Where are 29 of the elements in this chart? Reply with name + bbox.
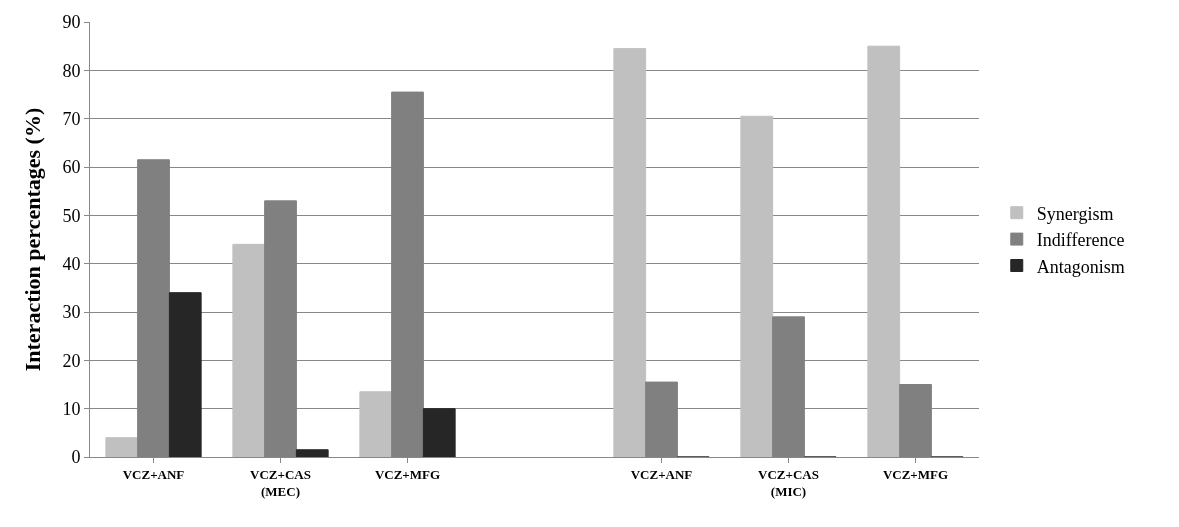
bar <box>613 48 647 457</box>
bar <box>168 292 202 457</box>
bar <box>867 45 901 457</box>
y-axis-title: Interaction percentages (%) <box>20 107 46 372</box>
bar <box>740 115 774 457</box>
bar <box>359 391 393 457</box>
y-tick-label: 20 <box>62 350 81 371</box>
legend-label: Synergism <box>1036 203 1114 224</box>
y-tick-label: 70 <box>62 108 81 129</box>
legend-label: Antagonism <box>1036 256 1125 277</box>
x-tick-label: VCZ+ANF <box>630 466 693 482</box>
y-tick-label: 0 <box>71 447 81 468</box>
y-tick-label: 80 <box>62 60 81 81</box>
y-tick-label: 10 <box>62 398 81 419</box>
bar <box>295 449 329 457</box>
y-tick-label: 40 <box>62 253 81 274</box>
x-tick-label: VCZ+ANF <box>122 466 185 482</box>
y-tick-label: 50 <box>62 205 81 226</box>
bar <box>105 437 139 457</box>
y-tick-label: 90 <box>62 12 81 33</box>
x-tick-label: VCZ+CAS (MIC) <box>758 466 819 499</box>
bar <box>232 243 266 457</box>
x-tick-label: VCZ+CAS (MEC) <box>250 466 311 499</box>
x-tick-label: VCZ+MFG <box>882 466 949 482</box>
y-tick-label: 60 <box>62 157 81 178</box>
y-tick-label: 30 <box>62 302 81 323</box>
bar <box>422 408 456 457</box>
legend-label: Indifference <box>1036 230 1125 251</box>
x-tick-label: VCZ+MFG <box>374 466 441 482</box>
